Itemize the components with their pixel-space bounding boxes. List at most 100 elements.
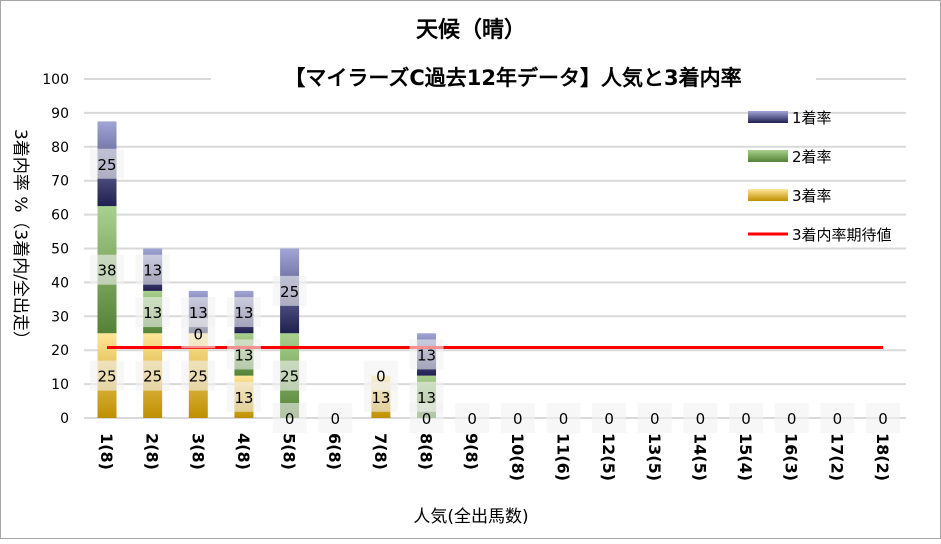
data-label-bg [90, 360, 124, 391]
legend-label: 2着率 [792, 148, 832, 166]
y-tick-label: 100 [42, 72, 69, 88]
legend-swatch [748, 111, 788, 123]
data-label: 0 [878, 410, 888, 428]
data-label-bg [272, 403, 307, 433]
data-label: 25 [280, 283, 299, 301]
data-label-bg [226, 381, 261, 412]
data-label: 13 [371, 389, 390, 407]
chart-subtitle: 【マイラーズC過去12年データ】人気と3着内率 [284, 66, 741, 90]
x-tick-label: 11(6) [553, 433, 572, 481]
y-tick-label: 30 [51, 309, 69, 325]
data-label: 38 [97, 262, 116, 280]
data-label-bg [135, 360, 170, 391]
data-label: 13 [417, 346, 436, 364]
data-label: 0 [285, 410, 295, 428]
data-label: 0 [559, 410, 569, 428]
data-label: 25 [97, 368, 116, 386]
legend-label: 3着率 [792, 187, 832, 205]
data-label: 0 [787, 410, 797, 428]
data-label-bg [272, 360, 307, 391]
data-label: 13 [234, 304, 253, 322]
data-label-bg [363, 360, 398, 391]
x-tick-label: 13(5) [645, 433, 664, 481]
x-tick-label: 14(5) [690, 433, 709, 481]
x-tick-label: 4(8) [234, 433, 253, 470]
data-label-bg [866, 403, 900, 433]
legend-swatch [748, 189, 788, 201]
x-tick-labels: 1(8) 2(8) 3(8) 4(8) 5(8) 6(8) 7(8) 8(8) 9(8) 10(8… [97, 433, 892, 481]
data-label: 25 [97, 156, 116, 174]
x-tick-label: 8(8) [417, 433, 436, 470]
data-label-bg [181, 360, 216, 391]
data-label-bg [318, 403, 353, 433]
data-labels: 25 38 25 25 13 13 25 0 13 13 13 13 0 25 25 0 13 0 0 13 13 0 0 0… [90, 148, 900, 433]
data-label-bg [135, 297, 170, 328]
data-label: 0 [696, 410, 706, 428]
y-tick-label: 60 [51, 208, 69, 224]
data-label-bg [226, 297, 261, 328]
data-label: 25 [280, 368, 299, 386]
data-label: 0 [376, 368, 386, 386]
data-label: 25 [143, 368, 162, 386]
y-tick-label: 90 [51, 106, 69, 122]
data-label-bg [90, 148, 124, 179]
data-label: 13 [189, 304, 208, 322]
data-label-bg [90, 254, 124, 285]
y-tick-label: 20 [51, 343, 69, 359]
y-tick-label: 50 [51, 242, 69, 258]
data-label: 13 [234, 346, 253, 364]
x-tick-label: 3(8) [188, 433, 207, 470]
y-tick-label: 80 [51, 140, 69, 156]
legend-label: 1着率 [792, 109, 832, 127]
x-tick-label: 6(8) [325, 433, 344, 470]
data-label-bg [546, 403, 581, 433]
x-tick-label: 12(5) [599, 433, 618, 481]
data-label-bg [409, 381, 444, 412]
data-label-bg [226, 339, 261, 370]
legend: 1着率 2着率 3着率 3着内率期待値 [748, 109, 892, 244]
x-axis-title: 人気(全出馬数) [413, 507, 528, 527]
data-label: 13 [417, 389, 436, 407]
data-label-bg [637, 403, 672, 433]
legend-label: 3着内率期待値 [792, 226, 892, 244]
data-label-bg [683, 403, 718, 433]
y-tick-label: 70 [51, 174, 69, 190]
data-label: 0 [604, 410, 614, 428]
data-label: 0 [513, 410, 523, 428]
data-label-bg [409, 339, 444, 370]
data-label: 13 [234, 389, 253, 407]
x-tick-label: 2(8) [143, 433, 162, 470]
data-label-bg [592, 403, 627, 433]
data-label-bg [272, 275, 307, 306]
y-tick-labels: 0 10 20 30 40 50 60 70 80 90 100 [42, 72, 69, 427]
y-axis-title: 3着内率 %（3着内/全出走） [10, 129, 30, 348]
data-label-bg [774, 403, 809, 433]
x-tick-label: 15(4) [736, 433, 755, 481]
chart-title: 天候（晴） [416, 17, 526, 43]
data-label: 13 [143, 304, 162, 322]
y-tick-label: 10 [51, 377, 69, 393]
data-label: 0 [422, 410, 432, 428]
data-label: 25 [189, 368, 208, 386]
x-tick-label: 10(8) [508, 433, 527, 481]
data-label: 0 [741, 410, 751, 428]
data-label: 13 [143, 262, 162, 280]
y-tick-label: 40 [51, 275, 69, 291]
x-tick-label: 17(2) [827, 433, 846, 481]
data-label: 0 [650, 410, 660, 428]
x-tick-label: 1(8) [97, 433, 116, 470]
data-label-bg [500, 403, 535, 433]
y-tick-label: 0 [60, 411, 69, 427]
data-label-bg [181, 297, 216, 328]
x-tick-label: 5(8) [280, 433, 299, 470]
x-tick-label: 7(8) [371, 433, 390, 470]
data-label: 0 [194, 325, 204, 343]
data-label-bg [455, 403, 490, 433]
subtitle-bg [211, 59, 816, 95]
data-label: 0 [330, 410, 340, 428]
data-label-bg [820, 403, 855, 433]
data-label-bg [729, 403, 764, 433]
data-label: 0 [833, 410, 843, 428]
